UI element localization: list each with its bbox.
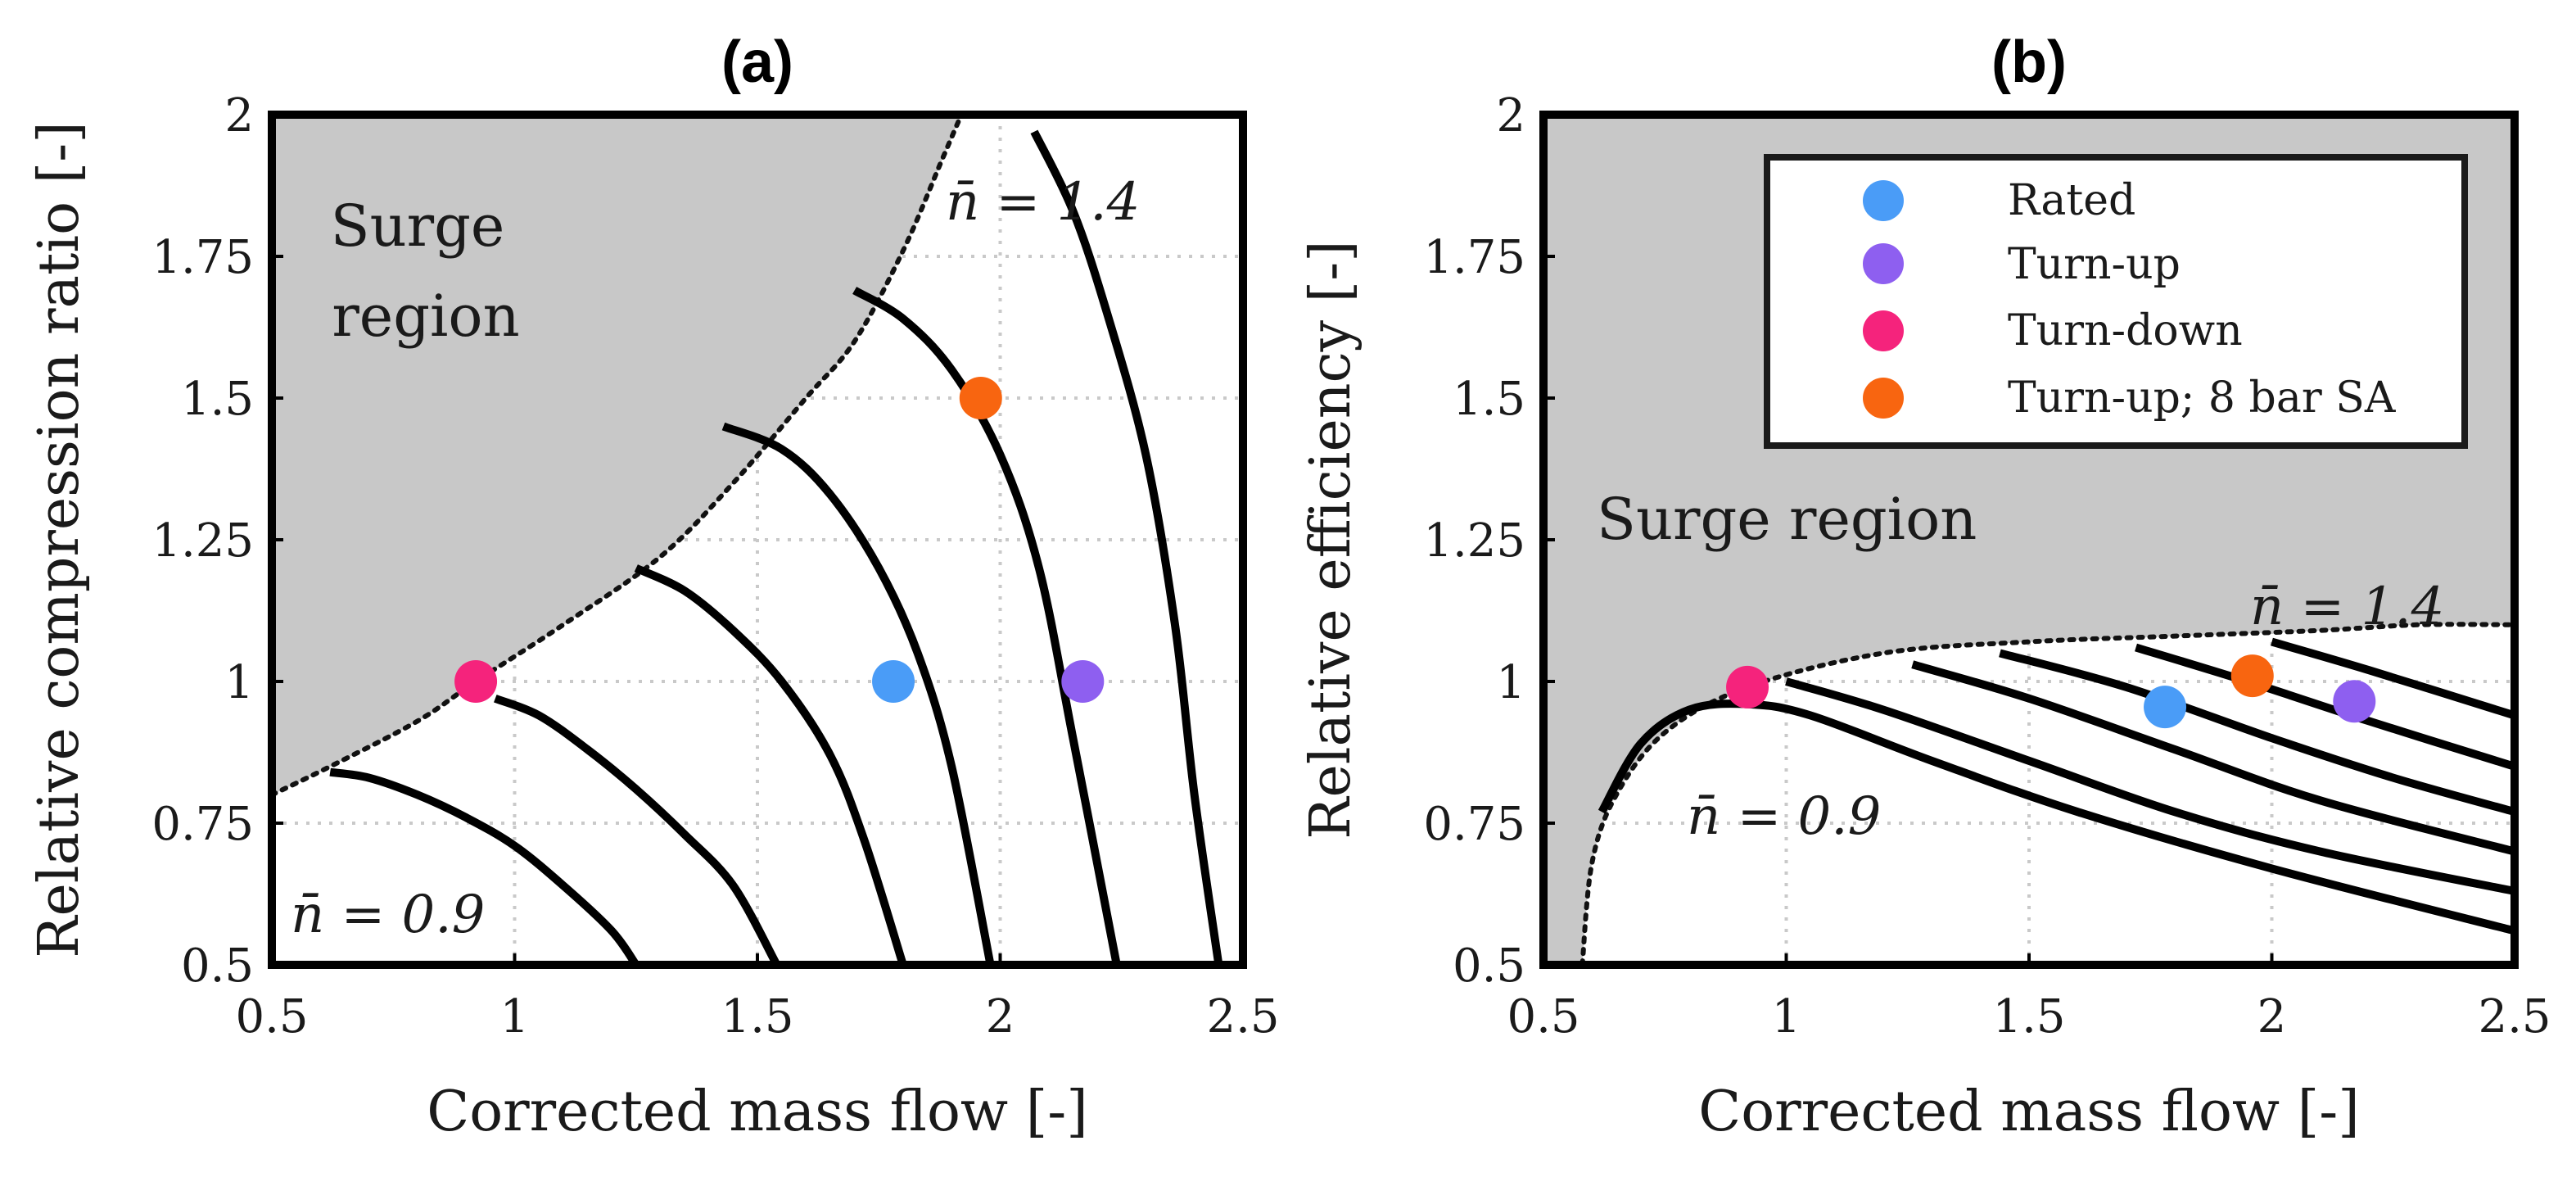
panel-b-xlabel: Corrected mass flow [-] [1698,1080,2360,1144]
panel-b-title: (b) [1991,29,2067,95]
legend-label-rated: Rated [2008,176,2135,225]
legend-marker-turn-down [1863,310,1904,351]
panel-a: (a) 0.5 1 1.5 2 2.5 0.5 0.75 1 1.25 1.5 1.75 2 Surg… [27,29,1280,1144]
panel-a-speed-line-4 [721,422,995,965]
panel-a-marker-rated [872,660,915,703]
panel-b-xtick-label-4: 2.5 [2478,990,2551,1043]
legend-marker-rated [1863,180,1904,221]
panel-a-surge-region-fill [272,115,962,795]
panel-a-marker-turn-up [1061,660,1105,703]
panel-b-xtick-label-0: 0.5 [1507,990,1579,1043]
panel-b-marker-turn-up [2333,680,2376,723]
panel-b-ytick-label-0: 0.5 [1453,939,1525,993]
panel-b-speed-line-4 [1999,649,2515,817]
panel-a-xtick-label-0: 0.5 [235,990,308,1043]
panel-a-speed-label-low: n̄ = 0.9 [291,885,485,945]
panel-b-ytick-label-4: 1.5 [1453,373,1525,426]
panel-b-xtick-label-3: 2 [2257,990,2287,1043]
panel-a-ytick-label-6: 2 [224,89,254,143]
panel-a-ticks: 0.5 1 1.5 2 2.5 0.5 0.75 1 1.25 1.5 1.75 2 [151,89,1279,1043]
panel-b-ytick-label-3: 1.25 [1423,514,1525,568]
panel-a-surge-line [272,115,965,798]
panel-b-ylabel: Relative efficiency [-] [1299,240,1363,839]
panel-b-surge-line [1579,622,2515,965]
panel-b-marker-turn-up-8-bar-sa [2230,654,2274,698]
panel-a-xtick-label-1: 1 [500,990,530,1043]
panel-a-speed-line-5 [852,287,1121,965]
panel-a-region-label-line1: Surge [331,192,505,260]
panel-a-ytick-label-4: 1.5 [181,373,254,426]
panel-b-region-label: Surge region [1597,486,1977,553]
panel-a-title: (a) [721,29,793,95]
panel-a-marker-turn-up-8-bar-sa [959,377,1002,419]
panel-a-xtick-label-2: 1.5 [721,990,793,1043]
panel-a-speed-line-2 [494,695,781,965]
panel-a-xtick-label-4: 2.5 [1206,990,1279,1043]
panel-b-speed-label-low: n̄ = 0.9 [1687,786,1881,847]
panel-a-speed-line-6 [1030,129,1223,965]
panel-b: (b) 0.5 1 1.5 2 2.5 0.5 0.75 1 1.25 1.5 1.75 2 Surg… [1299,29,2551,1144]
panel-b-ytick-label-2: 1 [1496,656,1525,709]
panel-b-markers [1726,654,2376,729]
panel-a-ytick-label-3: 1.25 [151,514,254,568]
panel-b-speed-line-2 [1785,677,2515,895]
panel-b-marker-turn-down [1726,665,1769,708]
panel-a-markers [454,377,1105,703]
legend-label-turn-down: Turn-down [2008,306,2243,355]
panel-a-ylabel: Relative compression ratio [-] [27,121,92,957]
panel-a-marker-turn-down [454,660,498,703]
panel-a-xtick-label-3: 2 [986,990,1015,1043]
panel-b-legend: Rated Turn-up Turn-down Turn-up; 8 bar S… [1764,154,2468,449]
panel-b-xtick-label-1: 1 [1772,990,1801,1043]
panel-b-ytick-label-1: 0.75 [1423,798,1525,851]
panel-b-marker-rated [2144,686,2187,729]
panel-b-xtick-label-2: 1.5 [1992,990,2065,1043]
legend-marker-turn-up-8bar [1863,378,1904,419]
panel-a-region-label-line2: region [332,283,519,350]
panel-a-speed-line-3 [634,564,907,965]
legend-marker-turn-up [1863,243,1904,284]
panel-b-ytick-label-6: 2 [1496,89,1525,143]
panel-a-speed-label-high: n̄ = 1.4 [946,172,1140,233]
panel-a-ytick-label-5: 1.75 [151,231,254,284]
panel-a-speed-lines [329,129,1223,965]
panel-b-ytick-label-5: 1.75 [1423,231,1525,284]
panel-b-speed-line-5 [2135,643,2515,771]
panel-a-speed-line-1 [329,767,639,965]
panel-a-ytick-label-2: 1 [224,656,254,709]
panel-b-speed-lines [1598,637,2515,935]
panel-a-xlabel: Corrected mass flow [-] [427,1080,1088,1144]
panel-a-ytick-label-1: 0.75 [151,798,254,851]
panel-b-speed-line-1 [1598,699,2515,935]
panel-b-speed-label-high: n̄ = 1.4 [2250,577,2444,637]
panel-b-speed-line-6 [2271,637,2515,720]
legend-label-turn-up-8bar: Turn-up; 8 bar SA [2008,373,2397,423]
legend-label-turn-up: Turn-up [2008,240,2181,289]
panel-a-ytick-label-0: 0.5 [181,939,254,993]
panel-b-speed-line-3 [1911,660,2515,856]
panel-b-ticks: 0.5 1 1.5 2 2.5 0.5 0.75 1 1.25 1.5 1.75 2 [1423,89,2551,1043]
